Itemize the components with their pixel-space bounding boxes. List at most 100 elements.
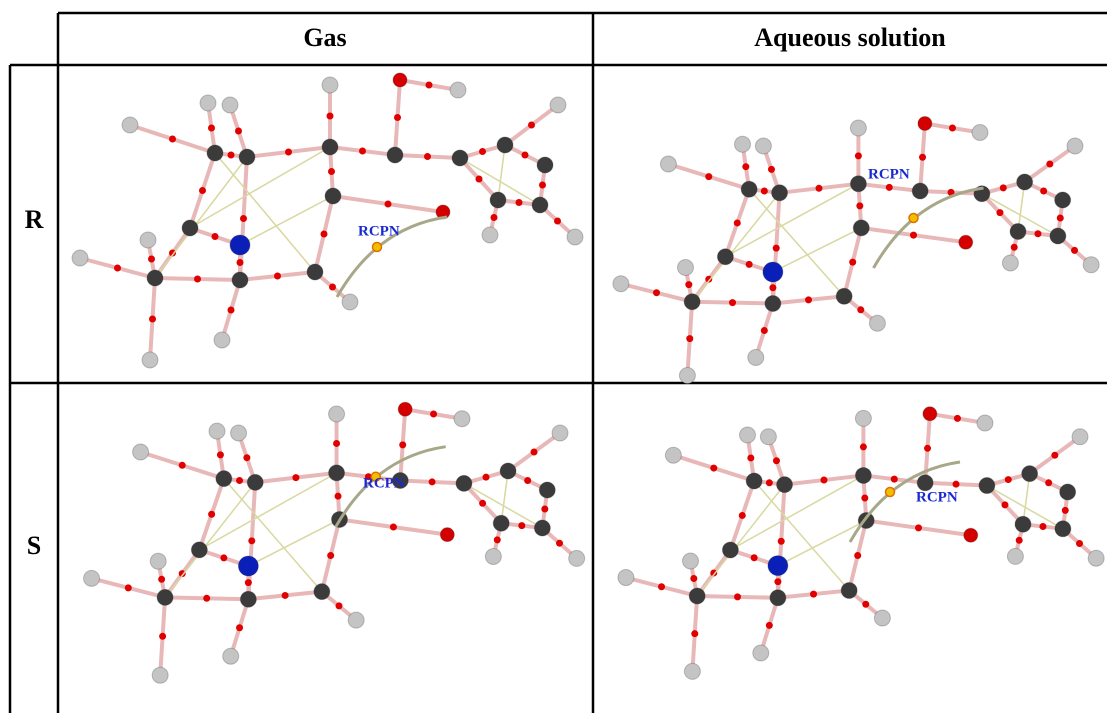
ring-bond-path [874, 188, 984, 268]
bond-critical-point [886, 184, 893, 191]
bond-critical-point [327, 552, 334, 559]
bond-critical-point [491, 214, 498, 221]
bond-critical-point [1062, 507, 1069, 514]
atom [741, 181, 757, 197]
atom [665, 447, 681, 463]
atom [1088, 550, 1104, 566]
ring-critical-point [886, 488, 895, 497]
bond-critical-point [953, 481, 960, 488]
bond-critical-point [1039, 523, 1046, 530]
atom [152, 667, 168, 683]
atom [763, 262, 783, 282]
atom [746, 473, 762, 489]
atom [853, 220, 869, 236]
bond-critical-point [653, 289, 660, 296]
atom [222, 97, 238, 113]
atom [214, 332, 230, 348]
bond-critical-point [854, 552, 861, 559]
bond-critical-point [518, 522, 525, 529]
bond-critical-point [169, 136, 176, 143]
bond-critical-point [1000, 184, 1007, 191]
bond-critical-point [705, 173, 712, 180]
atom [191, 542, 207, 558]
bond-critical-point [766, 622, 773, 629]
atom [240, 591, 256, 607]
atom [534, 520, 550, 536]
bond-critical-point [1040, 188, 1047, 195]
atom [684, 663, 700, 679]
ring-path [692, 193, 779, 302]
atom [157, 589, 173, 605]
atom [84, 570, 100, 586]
bond-critical-point [769, 284, 776, 291]
molecule: RCPN [613, 117, 1099, 384]
bond-critical-point [734, 219, 741, 226]
atom [532, 197, 548, 213]
atom [133, 444, 149, 460]
atom [760, 429, 776, 445]
atom [1010, 224, 1026, 240]
bond-critical-point [539, 182, 546, 189]
bond-critical-point [531, 449, 538, 456]
bond-critical-point [335, 493, 342, 500]
bond-critical-point [751, 554, 758, 561]
bond-critical-point [321, 231, 328, 238]
bond-critical-point [494, 536, 501, 543]
bond-critical-point [114, 265, 121, 272]
atom [1055, 521, 1071, 537]
atom [223, 648, 239, 664]
atom [777, 477, 793, 493]
bond-critical-point [746, 261, 753, 268]
atom [679, 368, 695, 384]
atom [569, 550, 585, 566]
ring-path [224, 479, 322, 592]
bond-critical-point [686, 335, 693, 342]
bond-critical-point [236, 624, 243, 631]
bond-critical-point [761, 327, 768, 334]
molecule: RCPN [72, 73, 583, 368]
atom [497, 137, 513, 153]
row-label: R [25, 205, 44, 234]
atom [717, 249, 733, 265]
bond-critical-point [1076, 540, 1083, 547]
bond-critical-point [333, 440, 340, 447]
bond-critical-point [856, 202, 863, 209]
atom [209, 423, 225, 439]
bond-critical-point [194, 276, 201, 283]
atom [1050, 228, 1066, 244]
atom [1060, 484, 1076, 500]
bond-critical-point [1016, 537, 1023, 544]
atom [348, 612, 364, 628]
bond-critical-point [1034, 230, 1041, 237]
atom [1022, 466, 1038, 482]
bond-critical-point [524, 477, 531, 484]
bond-critical-point [556, 540, 563, 547]
atom [1055, 192, 1071, 208]
bond-critical-point [426, 82, 433, 89]
atom [972, 125, 988, 141]
atom [398, 402, 412, 416]
atom [869, 315, 885, 331]
atom [1072, 429, 1088, 445]
bond-critical-point [228, 307, 235, 314]
bond-critical-point [483, 474, 490, 481]
atom [150, 553, 166, 569]
bond-critical-point [1001, 501, 1008, 508]
bond-critical-point [855, 152, 862, 159]
bond-critical-point [328, 168, 335, 175]
atom [765, 296, 781, 312]
bond-critical-point [954, 415, 961, 422]
bond-critical-point [327, 113, 334, 120]
bond-critical-point [742, 163, 749, 170]
atom [216, 471, 232, 487]
atom [855, 410, 871, 426]
bond-critical-point [203, 595, 210, 602]
atom [393, 73, 407, 87]
atom [841, 582, 857, 598]
atom [307, 264, 323, 280]
bond-critical-point [148, 256, 155, 263]
atom [482, 227, 498, 243]
bond-critical-point [658, 583, 665, 590]
atom [618, 570, 634, 586]
bond-critical-point [734, 593, 741, 600]
